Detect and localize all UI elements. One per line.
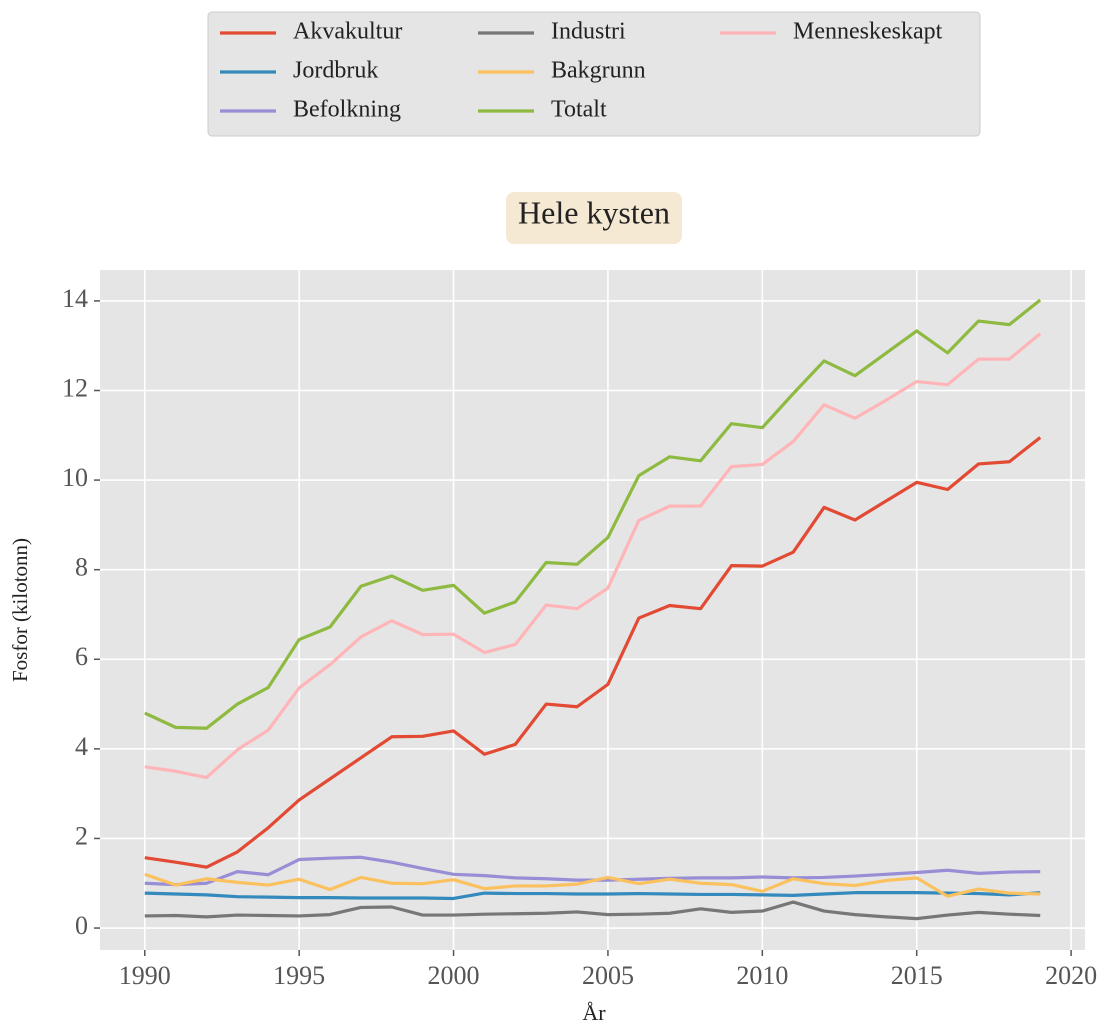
legend: Akvakultur Jordbruk Befolkning Industri Bakg… xyxy=(220,19,943,123)
y-tick-label: 4 xyxy=(75,732,88,761)
lines xyxy=(144,298,1042,921)
y-tick-label: 0 xyxy=(75,911,88,940)
legend-label: Akvakultur xyxy=(293,19,402,45)
y-tick-label: 14 xyxy=(62,284,88,313)
x-tick-label: 2015 xyxy=(891,961,943,990)
series-line xyxy=(144,891,1041,901)
legend-label: Menneskeskapt xyxy=(793,19,943,45)
x-tick-label: 2005 xyxy=(582,961,634,990)
legend-box xyxy=(207,11,981,137)
y-tick-label: 8 xyxy=(75,553,88,582)
title-box xyxy=(506,192,682,244)
y-tick-label: 2 xyxy=(75,821,88,850)
series-line xyxy=(144,298,1042,730)
plot-area xyxy=(100,270,1085,950)
y-tick-label: 6 xyxy=(75,642,88,671)
legend-label: Totalt xyxy=(551,97,607,123)
series-line xyxy=(144,900,1041,921)
series-line xyxy=(144,436,1042,869)
x-tick-label: 1995 xyxy=(273,961,325,990)
y-tick-label: 10 xyxy=(62,463,88,492)
legend-label: Befolkning xyxy=(293,97,401,123)
y-tick-label: 12 xyxy=(62,373,88,402)
y-axis-label: Fosfor (kilotonn) xyxy=(8,538,32,682)
x-axis-label: År xyxy=(582,1000,606,1025)
legend-label: Industri xyxy=(551,19,626,45)
legend-label: Bakgrunn xyxy=(551,58,646,84)
legend-label: Jordbruk xyxy=(293,58,378,84)
series-line xyxy=(144,872,1041,898)
x-tick-label: 2010 xyxy=(736,961,788,990)
x-tick-label: 1990 xyxy=(119,961,171,990)
x-tick-label: 2020 xyxy=(1045,961,1097,990)
x-tick-label: 2000 xyxy=(428,961,480,990)
series-line xyxy=(144,332,1042,780)
chart-title: Hele kysten xyxy=(518,194,670,230)
